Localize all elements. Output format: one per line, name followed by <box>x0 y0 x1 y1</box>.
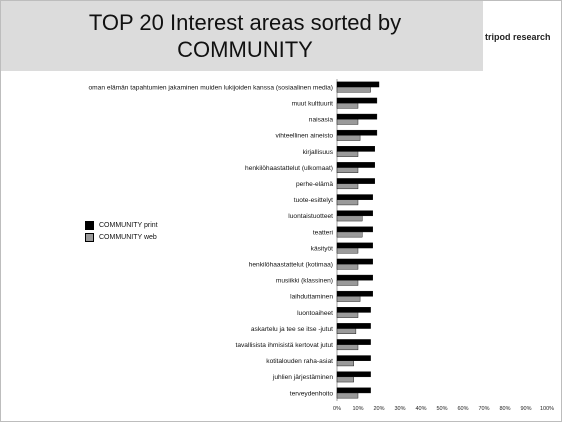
bar-web <box>336 263 359 270</box>
category-label: oman elämän tapahtumien jakaminen muiden… <box>89 84 333 91</box>
bar-web <box>336 376 354 383</box>
bar-web <box>336 280 359 286</box>
category-label: perhe-elämä <box>296 181 333 188</box>
bar-web <box>336 151 359 157</box>
legend-item-print: COMMUNITY print <box>85 219 158 231</box>
category-label: tuote-esittelyt <box>294 197 333 204</box>
legend-item-web: COMMUNITY web <box>85 231 158 243</box>
legend-label-web: COMMUNITY web <box>99 233 157 241</box>
bar-web <box>336 102 359 109</box>
bar-print <box>336 290 373 297</box>
x-tick-label: 40% <box>415 406 426 412</box>
x-tick-label: 0% <box>333 406 341 412</box>
x-tick-label: 50% <box>436 406 447 412</box>
x-tick-label: 30% <box>394 406 405 412</box>
category-label: terveydenhoito <box>290 390 334 397</box>
bar-print <box>336 307 371 313</box>
bar-print <box>336 226 373 233</box>
category-label: tavallisista ihmisistä kertovat jutut <box>236 342 334 349</box>
category-label: luontoaiheet <box>297 310 333 317</box>
bar-print <box>336 194 373 200</box>
bar-web <box>336 312 359 318</box>
bar-web <box>336 86 371 93</box>
bar-web <box>336 360 354 367</box>
category-label: luontaistuotteet <box>288 213 333 220</box>
category-label: henkilöhaastattelut (kotimaa) <box>249 261 333 268</box>
bar-print <box>336 113 378 120</box>
bar-web <box>336 199 359 206</box>
bar-web <box>336 296 361 302</box>
bar-print <box>336 97 378 104</box>
bar-web <box>336 231 363 238</box>
brand-label: tripod research <box>485 32 551 42</box>
bar-web <box>336 344 359 351</box>
category-label: vihteellinen aineisto <box>275 133 333 140</box>
bar-print <box>336 178 375 184</box>
bar-web <box>336 167 359 173</box>
x-tick-label: 60% <box>457 406 468 412</box>
category-label: askartelu ja tee se itse -jutut <box>251 326 333 333</box>
category-label: henkilöhaastattelut (ulkomaat) <box>245 165 333 172</box>
bar-web <box>336 328 357 334</box>
category-label: naisasia <box>309 117 334 124</box>
category-label: käsityöt <box>311 245 334 252</box>
x-tick-label: 20% <box>373 406 384 412</box>
bar-print <box>336 210 373 217</box>
chart-title: TOP 20 Interest areas sorted by COMMUNIT… <box>88 10 402 62</box>
bar-web <box>336 135 361 141</box>
bar-web <box>336 247 359 254</box>
bar-print <box>336 258 373 265</box>
bar-print <box>336 355 371 361</box>
title-box: TOP 20 Interest areas sorted by COMMUNIT… <box>1 1 483 71</box>
category-label: kotitalouden raha-asiat <box>266 358 333 365</box>
category-label: kirjallisuus <box>303 149 334 156</box>
x-tick-label: 80% <box>499 406 510 412</box>
bar-print <box>336 129 378 136</box>
legend: COMMUNITY print COMMUNITY web <box>85 219 158 243</box>
bar-print <box>336 146 375 152</box>
x-tick-label: 70% <box>478 406 489 412</box>
bar-print <box>336 242 373 249</box>
legend-label-print: COMMUNITY print <box>99 221 158 229</box>
category-label: laihduttaminen <box>290 294 333 301</box>
bar-print <box>336 323 371 329</box>
bar-print <box>336 371 371 378</box>
x-tick-label: 100% <box>540 406 554 412</box>
bar-print <box>336 339 371 345</box>
legend-swatch-web <box>85 232 94 242</box>
bar-print <box>336 162 375 168</box>
category-label: juhlien järjestäminen <box>272 374 333 381</box>
bar-web <box>336 119 359 125</box>
bar-web <box>336 183 359 190</box>
bar-print <box>336 81 380 88</box>
legend-swatch-print <box>85 220 94 230</box>
bar-web <box>336 392 359 399</box>
category-label: teatteri <box>313 229 334 236</box>
bar-web <box>336 215 363 222</box>
category-label: musiikki (klassinen) <box>276 278 333 285</box>
category-label: muut kulttuurit <box>292 100 334 107</box>
bar-print <box>336 387 371 394</box>
bar-print <box>336 274 373 281</box>
x-tick-label: 10% <box>352 406 363 412</box>
x-tick-label: 90% <box>520 406 531 412</box>
